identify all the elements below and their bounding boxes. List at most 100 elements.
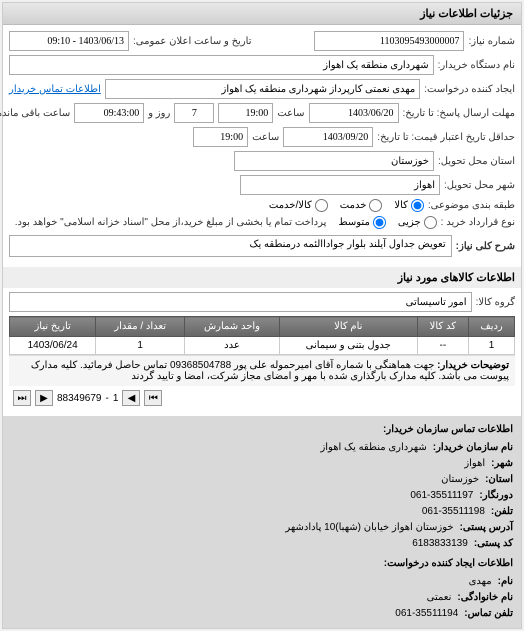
- radio-partial[interactable]: جزیی: [398, 216, 437, 229]
- contact-link[interactable]: اطلاعات تماس خریدار: [9, 84, 101, 95]
- cprov-label: استان:: [485, 472, 513, 488]
- col-date: تاریخ نیاز: [10, 317, 96, 337]
- phone-val: 061-35511198: [422, 504, 485, 520]
- group-label: طبقه بندی موضوعی:: [428, 200, 515, 211]
- radio-both[interactable]: کالا/خدمت: [269, 199, 328, 212]
- days-field[interactable]: [174, 103, 214, 123]
- radio-partial-label: جزیی: [398, 217, 421, 228]
- contact-title: اطلاعات تماس سازمان خریدار:: [11, 422, 513, 438]
- time-label-1: ساعت: [277, 108, 304, 119]
- city-field[interactable]: [240, 175, 440, 195]
- radio-both-input[interactable]: [315, 199, 328, 212]
- deadline-time-field[interactable]: [218, 103, 273, 123]
- table-row[interactable]: 1 -- جدول بتنی و سیمانی عدد 1 1403/06/24: [10, 337, 515, 355]
- table-header-row: ردیف کد کالا نام کالا واحد شمارش تعداد /…: [10, 317, 515, 337]
- ccity-label: شهر:: [491, 456, 513, 472]
- panel-title: جزئیات اطلاعات نیاز: [3, 3, 521, 25]
- validity-date-field[interactable]: [283, 127, 373, 147]
- deadline-date-field[interactable]: [309, 103, 399, 123]
- creator-title: اطلاعات ایجاد کننده درخواست:: [11, 556, 513, 572]
- addr-label: آدرس پستی:: [460, 520, 513, 536]
- contract-radio-group: جزیی متوسط: [338, 216, 436, 229]
- announce-label: تاریخ و ساعت اعلان عمومی:: [133, 36, 252, 47]
- validity-time-field[interactable]: [193, 127, 248, 147]
- radio-service-label: خدمت: [340, 200, 367, 211]
- addr-val: خوزستان اهواز خیابان (شهبا)10 پادادشهر: [285, 520, 453, 536]
- pager-prev-icon[interactable]: ◀: [122, 390, 140, 406]
- pager-first-icon[interactable]: ⏮: [144, 390, 162, 406]
- ccity-val: اهواز: [464, 456, 485, 472]
- province-field[interactable]: [234, 151, 434, 171]
- remain-time-field[interactable]: [74, 103, 144, 123]
- phone-label: تلفن:: [491, 504, 513, 520]
- pager-next-icon[interactable]: ▶: [35, 390, 53, 406]
- col-code: کد کالا: [417, 317, 469, 337]
- radio-goods-input[interactable]: [411, 199, 424, 212]
- desc-box: تعویض جداول آیلند بلوار جواداالئمه درمنط…: [9, 235, 452, 257]
- contract-label: نوع قرارداد خرید :: [441, 217, 515, 228]
- req-no-label: شماره نیاز:: [468, 36, 515, 47]
- goods-section-title: اطلاعات کالاهای مورد نیاز: [3, 267, 521, 288]
- desc-label: شرح کلی نیاز:: [456, 241, 515, 252]
- form-area: شماره نیاز: تاریخ و ساعت اعلان عمومی: نا…: [3, 25, 521, 267]
- cell-name: جدول بتنی و سیمانی: [279, 337, 417, 355]
- zip-label: کد پستی:: [474, 536, 513, 552]
- buyer-note-row: توضیحات خریدار: جهت هماهنگی با شماره آقا…: [9, 355, 515, 386]
- cphone-val: 061-35511194: [395, 606, 458, 622]
- days-label: روز و: [148, 108, 170, 119]
- col-name: نام کالا: [279, 317, 417, 337]
- contact-block: اطلاعات تماس سازمان خریدار: نام سازمان خ…: [3, 416, 521, 628]
- col-row: ردیف: [469, 317, 515, 337]
- deadline-label: مهلت ارسال پاسخ: تا تاریخ:: [403, 108, 515, 119]
- goods-group-field[interactable]: [9, 292, 472, 312]
- cell-unit: عدد: [184, 337, 279, 355]
- validity-label: حداقل تاریخ اعتبار قیمت: تا تاریخ:: [377, 132, 515, 143]
- radio-service[interactable]: خدمت: [340, 199, 383, 212]
- lname-label: نام خانوادگی:: [457, 590, 513, 606]
- radio-goods[interactable]: کالا: [394, 199, 424, 212]
- creator-field[interactable]: [105, 79, 420, 99]
- fname-label: نام:: [498, 574, 513, 590]
- fax-val: 061-35511197: [410, 488, 473, 504]
- cphone-label: تلفن تماس:: [464, 606, 513, 622]
- org-label: نام سازمان خریدار:: [433, 440, 513, 456]
- radio-medium-label: متوسط: [338, 217, 369, 228]
- lname-val: نعمتی: [427, 590, 452, 606]
- pager-page: 1: [113, 393, 119, 404]
- time-label-2: ساعت: [252, 132, 279, 143]
- col-qty: تعداد / مقدار: [96, 317, 185, 337]
- note-label: توضیحات خریدار:: [437, 360, 509, 371]
- province-label: استان محل تحویل:: [438, 156, 515, 167]
- pager-sep: -: [106, 393, 109, 404]
- radio-medium-input[interactable]: [373, 216, 386, 229]
- fname-val: مهدی: [469, 574, 492, 590]
- cprov-val: خوزستان: [441, 472, 479, 488]
- subject-radio-group: کالا خدمت کالا/خدمت: [269, 199, 424, 212]
- buyer-field[interactable]: [9, 55, 434, 75]
- zip-val: 6183833139: [412, 536, 468, 552]
- buyer-label: نام دستگاه خریدار:: [438, 60, 515, 71]
- goods-table: ردیف کد کالا نام کالا واحد شمارش تعداد /…: [9, 316, 515, 355]
- pager-last: 88349679: [57, 393, 102, 404]
- creator-label: ایجاد کننده درخواست:: [424, 84, 515, 95]
- radio-medium[interactable]: متوسط: [338, 216, 385, 229]
- cell-qty: 1: [96, 337, 185, 355]
- goods-group-label: گروه کالا:: [476, 297, 515, 308]
- cell-code: --: [417, 337, 469, 355]
- req-no-field[interactable]: [314, 31, 464, 51]
- radio-goods-label: کالا: [394, 200, 408, 211]
- radio-partial-input[interactable]: [424, 216, 437, 229]
- cell-date: 1403/06/24: [10, 337, 96, 355]
- city-label: شهر محل تحویل:: [444, 180, 515, 191]
- org-val: شهرداری منطقه یک اهواز: [320, 440, 426, 456]
- pager: ⏮ ◀ 1 - 88349679 ▶ ⏭: [9, 386, 515, 410]
- col-unit: واحد شمارش: [184, 317, 279, 337]
- pager-end-icon[interactable]: ⏭: [13, 390, 31, 406]
- cell-idx: 1: [469, 337, 515, 355]
- remain-label: ساعت باقی مانده: [0, 108, 70, 119]
- details-panel: جزئیات اطلاعات نیاز شماره نیاز: تاریخ و …: [2, 2, 522, 629]
- radio-service-input[interactable]: [369, 199, 382, 212]
- announce-field[interactable]: [9, 31, 129, 51]
- fax-label: دورنگار:: [479, 488, 513, 504]
- contract-note: پرداخت تمام یا بخشی از مبلغ خرید،از محل …: [15, 217, 327, 228]
